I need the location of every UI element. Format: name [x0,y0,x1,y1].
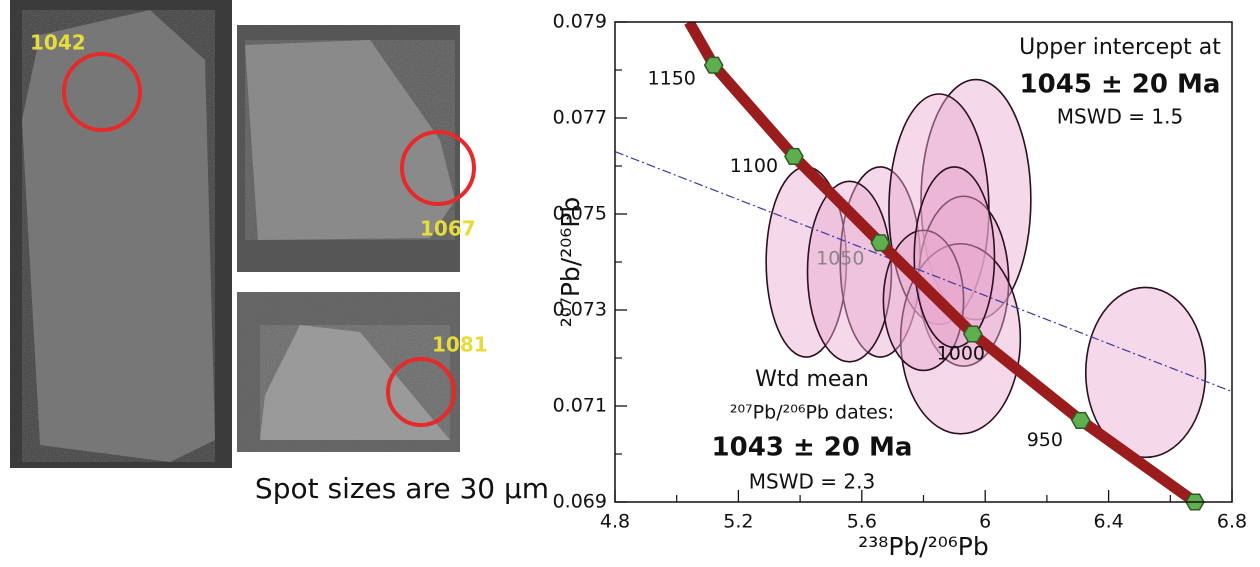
chart: 1150 1100 1050 1000 950 0.069 0.071 0.073 0.075 0… [553,11,1248,562]
age-marker [962,325,983,343]
age-marker [1070,411,1091,429]
age-marker [870,234,891,252]
x-tick-label: 6.8 [1217,511,1247,533]
age-label: 1050 [816,247,864,269]
x-tick-label: 4.8 [600,511,630,533]
annotation: Upper intercept at [1019,35,1221,60]
y-tick-label: 0.069 [553,491,607,513]
y-tick-label: 0.077 [553,107,607,129]
discordia-line [615,151,1232,393]
x-tick-label: 6 [979,511,991,533]
age-marker [784,147,804,165]
spot-age: 1042 [30,31,86,55]
y-tick-label: 0.079 [553,11,607,33]
y-tick-label: 0.073 [553,299,607,321]
annotation: 1043 ± 20 Ma [712,433,913,463]
spot-age: 1067 [420,217,476,241]
image-panel: 1042 [10,0,232,468]
age-marker [703,56,724,74]
plot-area [615,22,1232,502]
y-axis-label: ²⁰⁷Pb/²⁰⁶Pb [556,197,585,327]
annotation: MSWD = 1.5 [1057,105,1183,129]
age-label: 1100 [730,155,778,177]
annotation: MSWD = 2.3 [749,470,875,494]
annotation: Wtd mean [755,367,869,392]
error-ellipse [1084,286,1207,459]
age-label: 1150 [648,68,696,90]
x-tick-label: 6.4 [1093,511,1123,533]
x-axis-label: ²³⁸Pb/²⁰⁶Pb [858,532,988,561]
annotation: 1045 ± 20 Ma [1020,70,1221,100]
image-panel: 1067 [237,25,476,272]
x-tick-label: 5.2 [723,511,753,533]
x-tick-label: 5.6 [847,511,877,533]
spot-age: 1081 [432,333,488,357]
image-panel: 1081 [237,292,488,452]
age-label: 950 [1027,429,1063,451]
annotation: ²⁰⁷Pb/²⁰⁶Pb dates: [730,402,894,424]
y-tick-label: 0.071 [553,395,607,417]
age-label: 1000 [937,343,985,365]
y-tick-label: 0.075 [553,203,607,225]
caption: Spot sizes are 30 µm [255,472,549,505]
